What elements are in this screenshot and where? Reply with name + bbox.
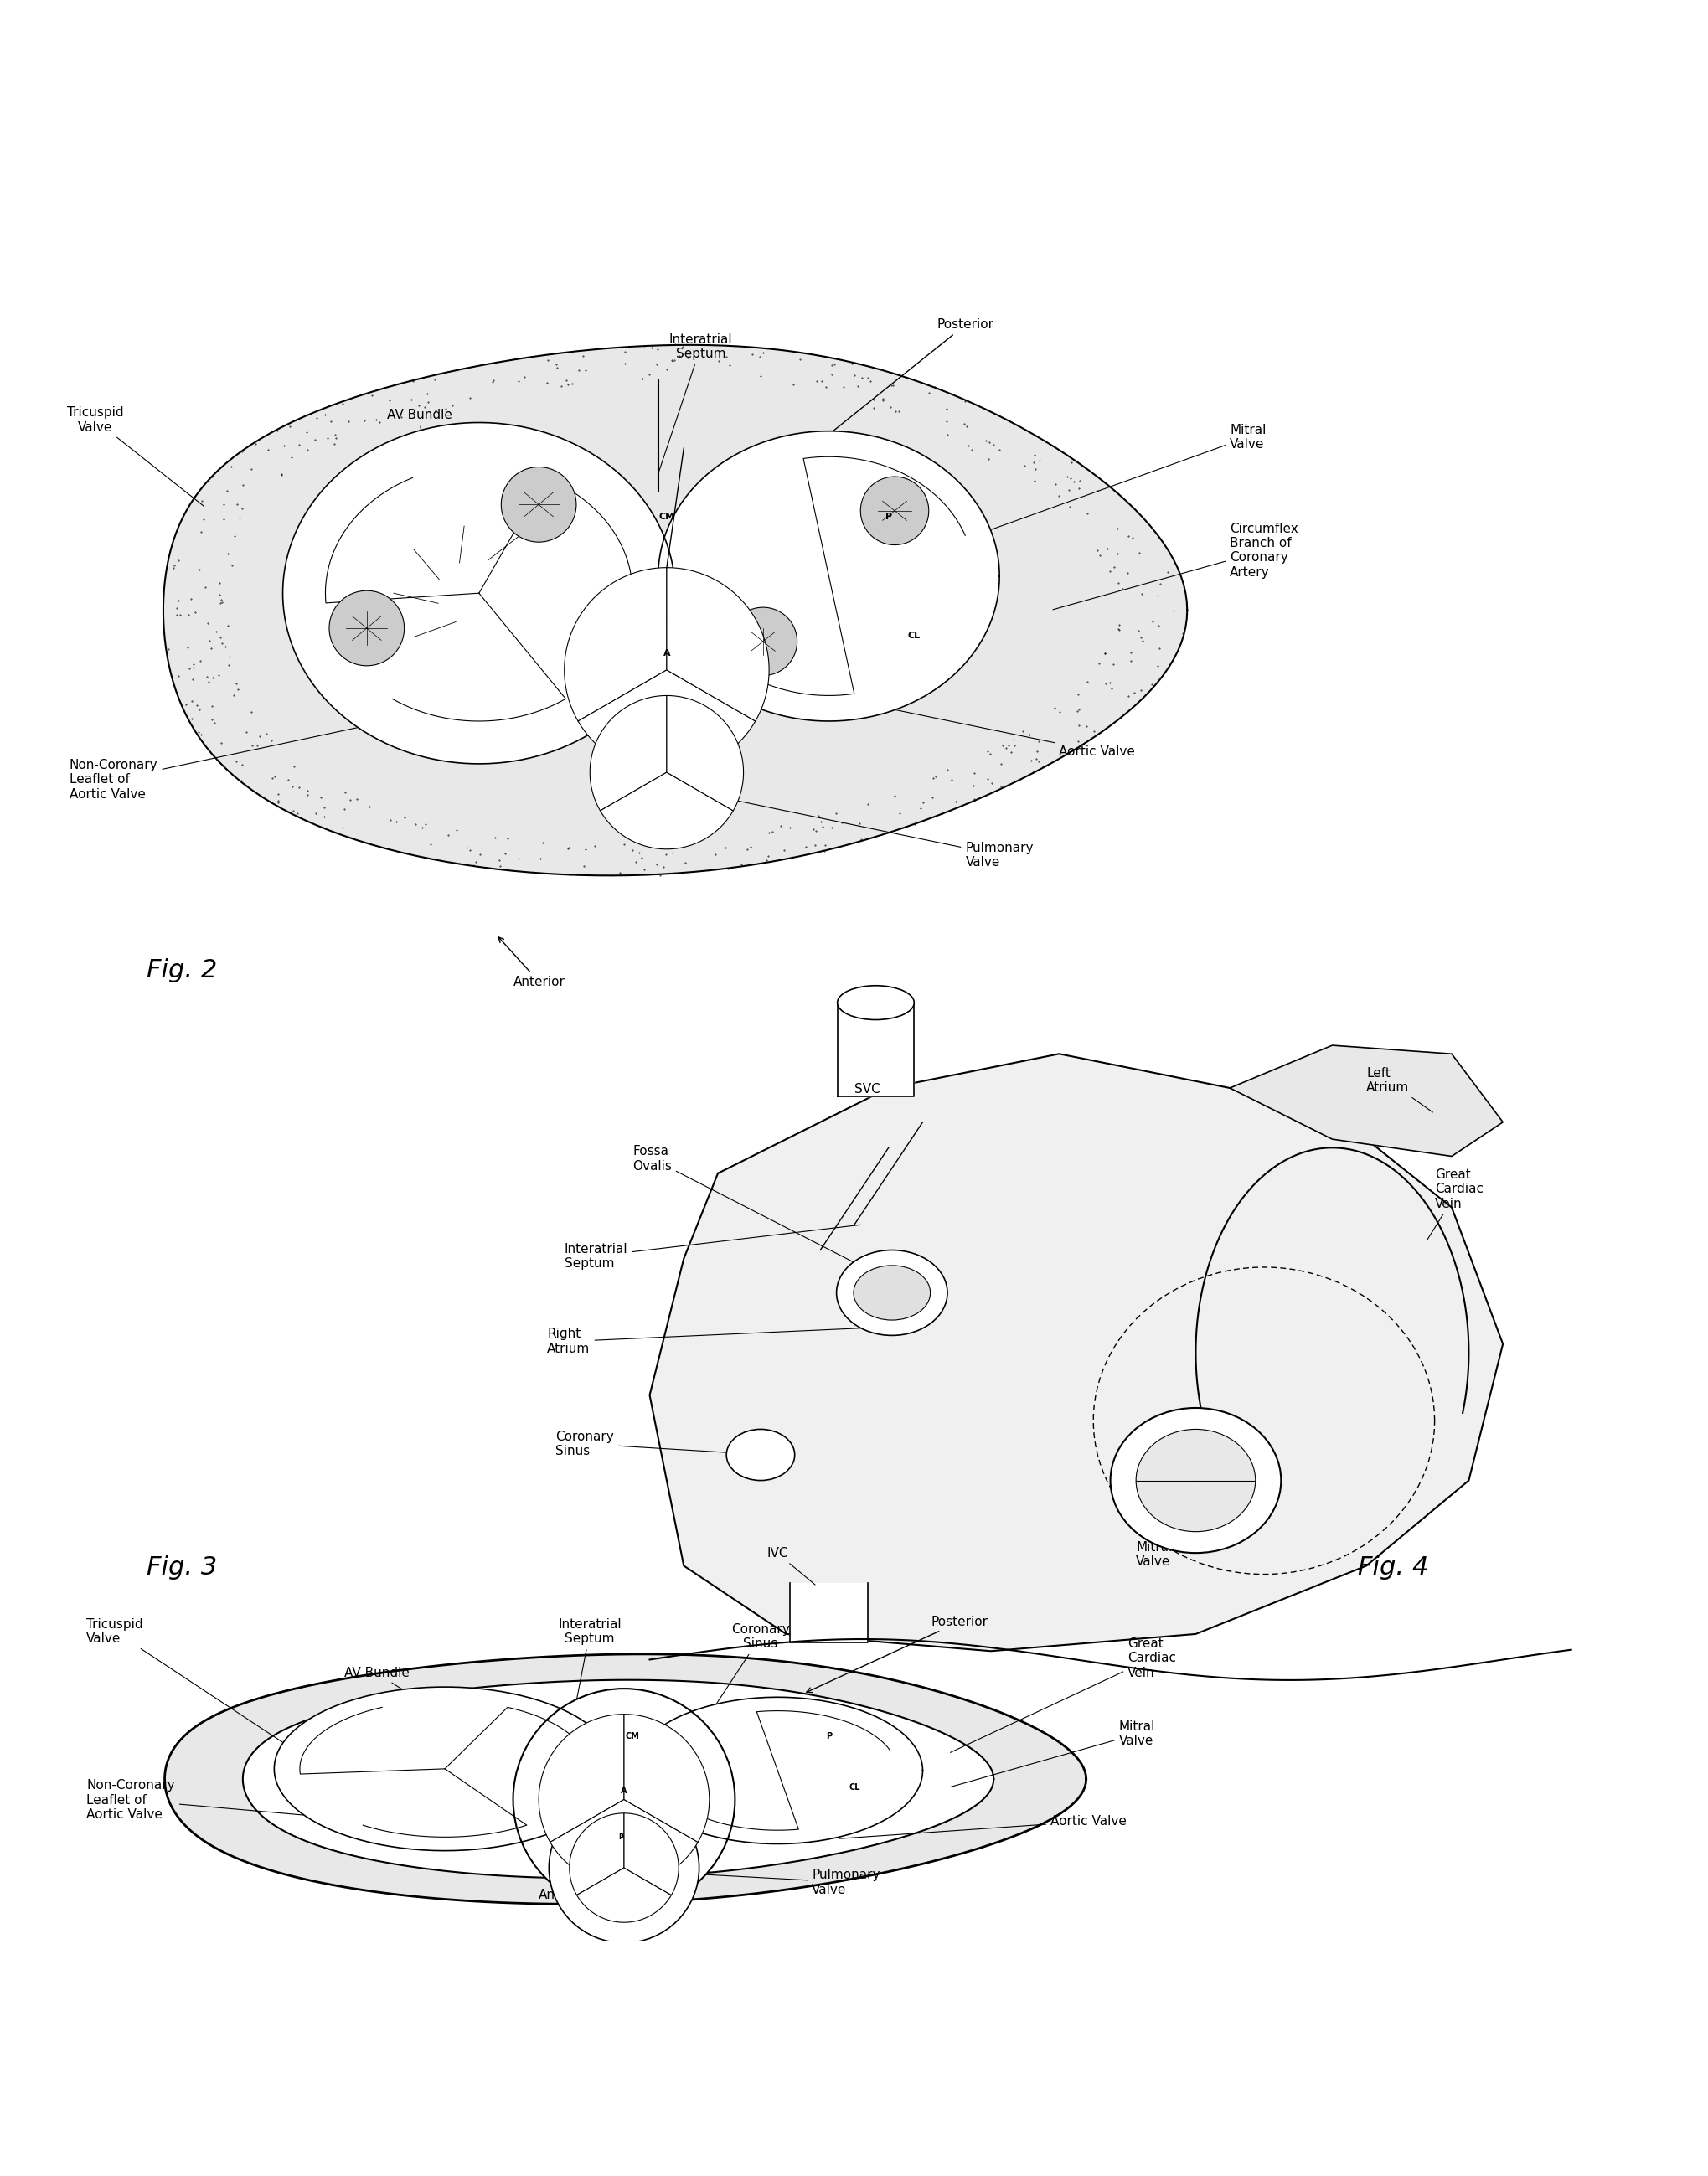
- Text: A: A: [620, 1786, 627, 1795]
- Polygon shape: [649, 1053, 1501, 1652]
- Circle shape: [330, 590, 405, 666]
- Text: Posterior: Posterior: [806, 1615, 987, 1693]
- Text: IVC: IVC: [767, 1547, 815, 1584]
- Polygon shape: [600, 772, 733, 849]
- Polygon shape: [589, 696, 666, 812]
- Text: Mitral
Valve: Mitral Valve: [1136, 1491, 1194, 1569]
- Text: Great
Cardiac
Vein: Great Cardiac Vein: [1426, 1169, 1483, 1240]
- Polygon shape: [243, 1680, 992, 1878]
- Text: Circumflex
Branch of
Coronary
Artery: Circumflex Branch of Coronary Artery: [1052, 522, 1298, 609]
- Text: Great
Cardiac
Vein: Great Cardiac Vein: [950, 1639, 1175, 1752]
- Ellipse shape: [837, 1249, 946, 1336]
- Text: P: P: [885, 511, 892, 520]
- Text: A: A: [663, 648, 670, 657]
- Text: Mitral
Valve: Mitral Valve: [958, 424, 1266, 542]
- Text: P: P: [618, 1834, 623, 1841]
- Text: CL: CL: [849, 1784, 859, 1791]
- Polygon shape: [666, 696, 743, 812]
- Polygon shape: [632, 1697, 922, 1843]
- Text: Fossa
Ovalis: Fossa Ovalis: [632, 1145, 878, 1275]
- Polygon shape: [550, 1800, 697, 1884]
- Text: CM: CM: [625, 1732, 639, 1741]
- Ellipse shape: [1136, 1430, 1255, 1532]
- Text: Pulmonary
Valve: Pulmonary Valve: [644, 781, 1033, 868]
- Text: Anterior: Anterior: [538, 1889, 589, 1904]
- Text: Anterior: Anterior: [499, 938, 565, 988]
- Polygon shape: [577, 670, 755, 772]
- Text: Pulmonary
Valve: Pulmonary Valve: [678, 1869, 880, 1895]
- Polygon shape: [658, 431, 999, 720]
- Polygon shape: [564, 568, 666, 720]
- Polygon shape: [623, 1813, 678, 1895]
- Text: Non-Coronary
Leaflet of
Aortic Valve: Non-Coronary Leaflet of Aortic Valve: [70, 714, 425, 801]
- Text: Right
Atrium: Right Atrium: [547, 1327, 886, 1356]
- Text: Coronary
Sinus: Coronary Sinus: [555, 1430, 763, 1458]
- Polygon shape: [569, 1813, 623, 1895]
- Polygon shape: [623, 1715, 709, 1843]
- Text: Left
Atrium: Left Atrium: [1366, 1066, 1431, 1112]
- Polygon shape: [164, 346, 1187, 875]
- Circle shape: [861, 477, 929, 544]
- Text: Aortic Valve: Aortic Valve: [745, 679, 1134, 757]
- Text: Fig. 4: Fig. 4: [1358, 1556, 1428, 1580]
- Text: Interatrial
Septum: Interatrial Septum: [659, 333, 733, 472]
- Polygon shape: [282, 422, 675, 764]
- Text: CM: CM: [658, 511, 675, 520]
- Text: AV Bundle: AV Bundle: [386, 409, 451, 487]
- Polygon shape: [1230, 1044, 1501, 1155]
- Text: AV Bundle: AV Bundle: [343, 1667, 459, 1726]
- Circle shape: [729, 607, 796, 675]
- Ellipse shape: [726, 1430, 794, 1480]
- Text: SVC: SVC: [854, 1084, 880, 1097]
- Text: Mitral
Valve: Mitral Valve: [950, 1721, 1155, 1786]
- Text: Coronary
Sinus: Coronary Sinus: [685, 1623, 789, 1752]
- Circle shape: [500, 468, 576, 542]
- Text: Tricuspid
Valve: Tricuspid Valve: [87, 1619, 323, 1769]
- Text: P: P: [825, 1732, 832, 1741]
- Text: Interatrial
Septum: Interatrial Septum: [559, 1619, 622, 1717]
- Ellipse shape: [1110, 1408, 1281, 1554]
- Polygon shape: [164, 1654, 1086, 1904]
- Text: Interatrial
Septum: Interatrial Septum: [564, 1225, 861, 1269]
- Text: Non-Coronary
Leaflet of
Aortic Valve: Non-Coronary Leaflet of Aortic Valve: [87, 1780, 417, 1826]
- Polygon shape: [538, 1715, 623, 1843]
- Text: Fig. 2: Fig. 2: [147, 957, 217, 981]
- Text: Aortic Valve: Aortic Valve: [839, 1815, 1126, 1839]
- Polygon shape: [666, 568, 769, 720]
- Polygon shape: [577, 1867, 671, 1921]
- Text: Fig. 3: Fig. 3: [147, 1556, 217, 1580]
- Polygon shape: [273, 1686, 615, 1852]
- Text: Tricuspid
Valve: Tricuspid Valve: [67, 407, 203, 507]
- Ellipse shape: [837, 986, 914, 1021]
- Circle shape: [548, 1793, 699, 1943]
- Circle shape: [512, 1689, 734, 1911]
- Text: Posterior: Posterior: [815, 318, 994, 446]
- Ellipse shape: [854, 1266, 929, 1321]
- Text: CL: CL: [907, 631, 921, 640]
